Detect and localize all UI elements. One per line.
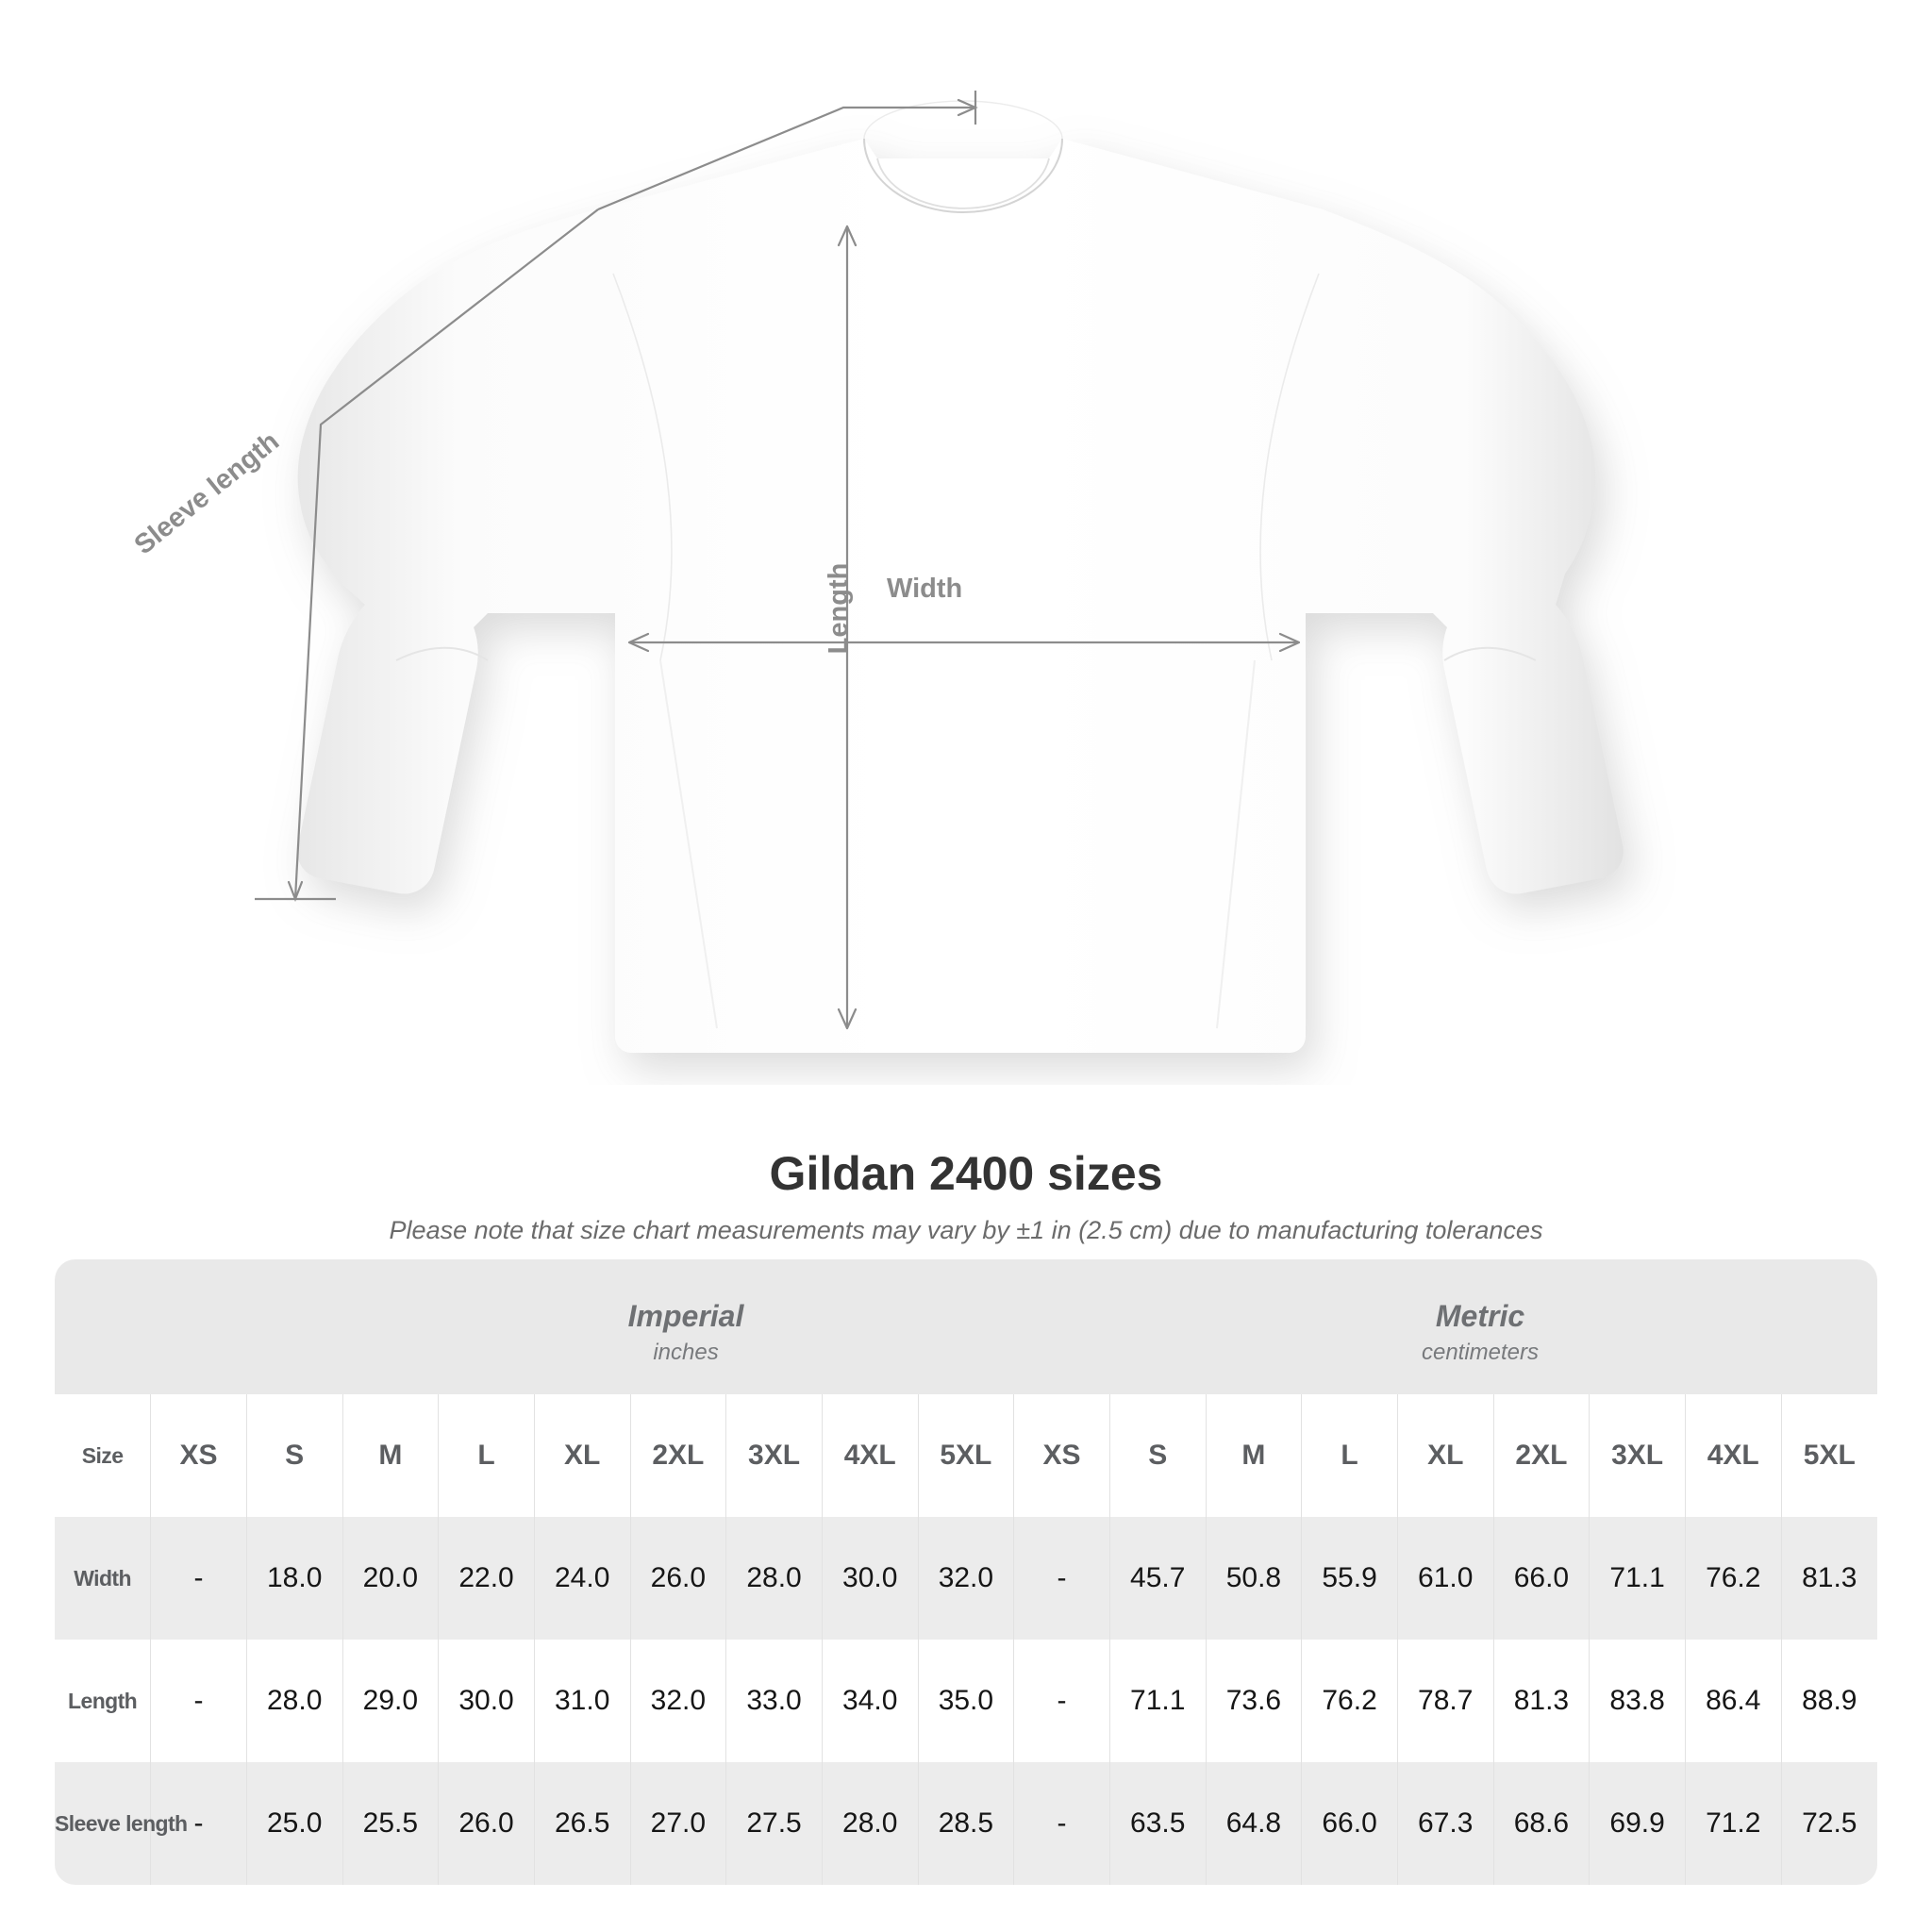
svg-text:Width: Width [887, 574, 962, 604]
svg-text:Sleeve length: Sleeve length [129, 426, 285, 561]
svg-text:Length: Length [824, 563, 854, 655]
